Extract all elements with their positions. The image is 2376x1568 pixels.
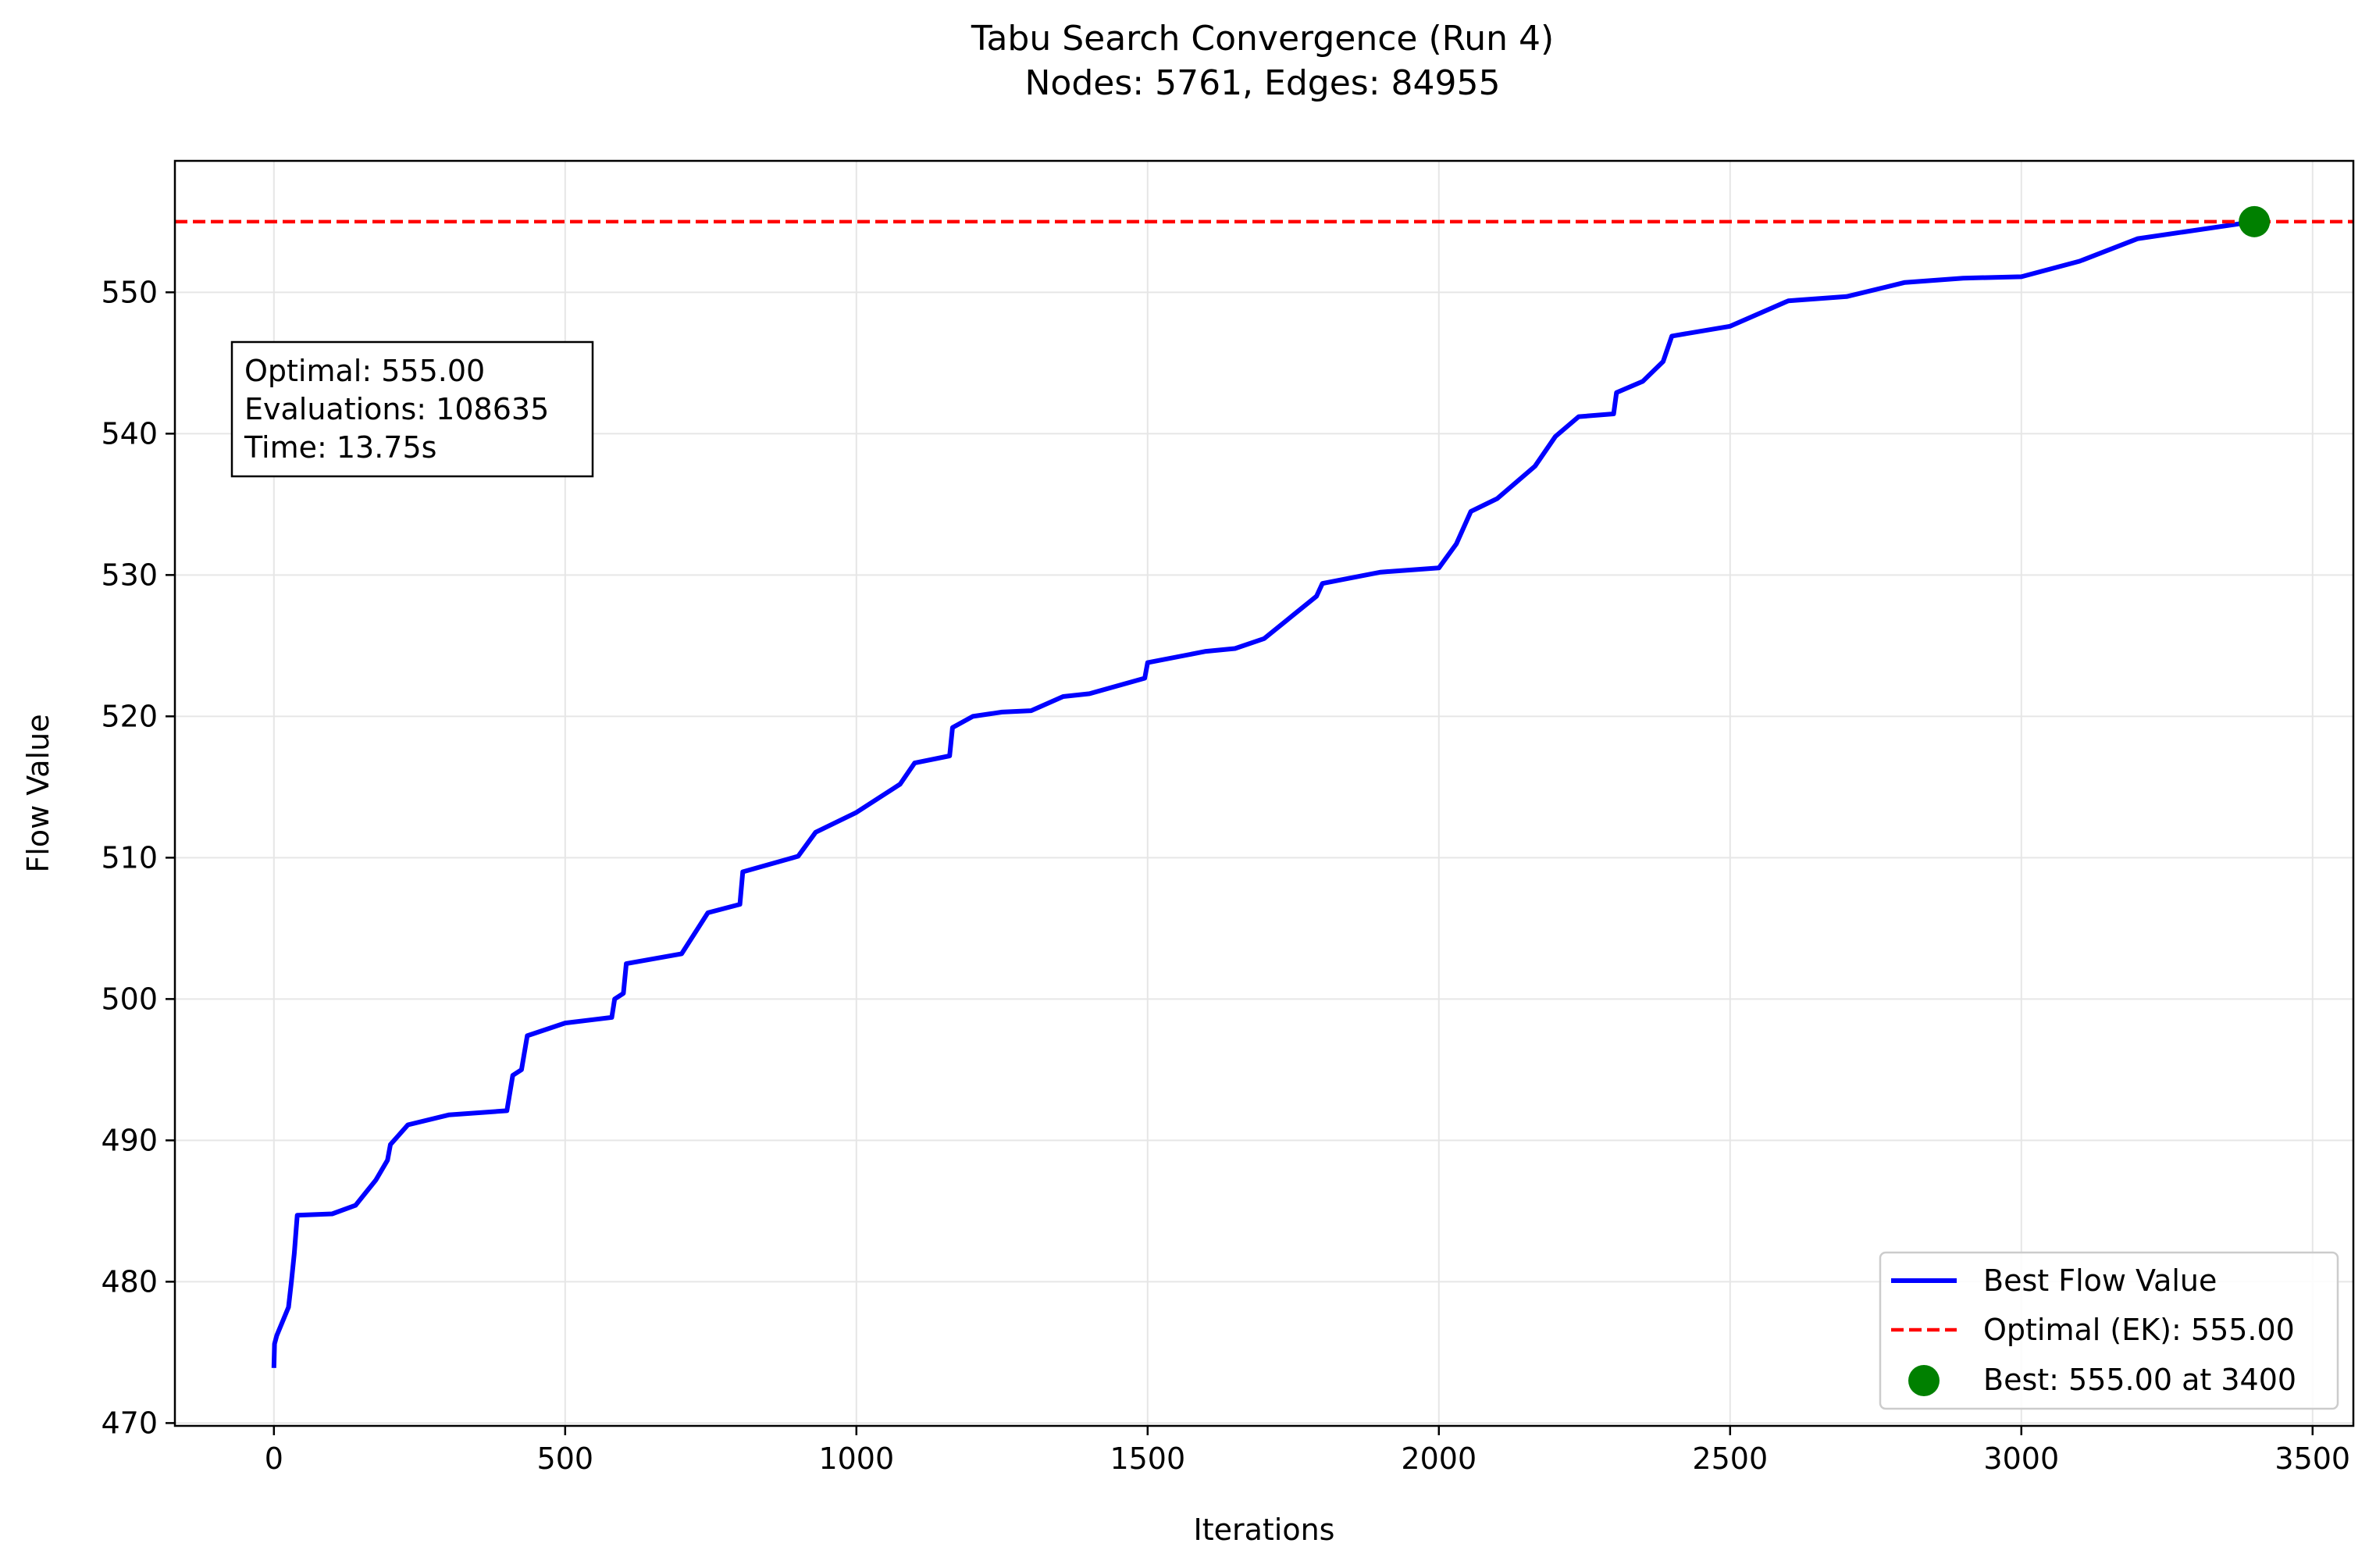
y-tick-label: 470 <box>101 1406 158 1440</box>
legend: Best Flow Value Optimal (EK): 555.00 Bes… <box>1879 1251 2339 1410</box>
y-tick-label: 550 <box>101 275 158 309</box>
info-optimal: Optimal: 555.00 <box>244 354 485 388</box>
plot-area <box>175 205 2353 1368</box>
info-box-frame <box>230 340 594 478</box>
y-axis-label: Flow Value <box>21 714 55 872</box>
x-tick-label: 1000 <box>818 1441 894 1476</box>
y-tick-label: 530 <box>101 558 158 592</box>
y-tick-label: 480 <box>101 1264 158 1299</box>
x-tick-label: 2500 <box>1692 1441 1768 1476</box>
y-tick-label: 500 <box>101 982 158 1016</box>
best-point-marker <box>2239 205 2271 237</box>
legend-label-best-point: Best: 555.00 at 3400 <box>1983 1363 2296 1397</box>
x-tick-label: 1500 <box>1110 1441 1185 1476</box>
chart-subtitle: Nodes: 5761, Edges: 84955 <box>1025 63 1501 103</box>
info-evaluations: Evaluations: 108635 <box>244 392 549 426</box>
legend-label-optimal: Optimal (EK): 555.00 <box>1983 1313 2295 1347</box>
x-tick-label: 2000 <box>1401 1441 1477 1476</box>
x-tick-label: 3000 <box>1983 1441 2059 1476</box>
x-tick-label: 0 <box>265 1441 283 1476</box>
series-line-best-flow <box>271 219 2255 1368</box>
x-tick-label: 3500 <box>2274 1441 2350 1476</box>
info-time: Time: 13.75s <box>244 430 436 465</box>
ticks: 0 500 1000 1500 2000 2500 3000 3500 470 480 490 500… <box>101 275 2350 1476</box>
x-axis-label: Iterations <box>1194 1513 1335 1547</box>
axes-frame <box>173 159 2355 1427</box>
y-tick-label: 490 <box>101 1123 158 1157</box>
y-tick-label: 520 <box>101 699 158 733</box>
y-tick-label: 540 <box>101 416 158 451</box>
chart-title: Tabu Search Convergence (Run 4) <box>971 19 1554 59</box>
info-box: Optimal: 555.00 Evaluations: 108635 Time… <box>230 340 594 478</box>
y-tick-label: 510 <box>101 840 158 875</box>
legend-label-best: Best Flow Value <box>1983 1263 2217 1298</box>
x-tick-label: 500 <box>537 1441 594 1476</box>
legend-marker-best <box>1908 1365 1940 1396</box>
legend-frame <box>1879 1251 2339 1410</box>
